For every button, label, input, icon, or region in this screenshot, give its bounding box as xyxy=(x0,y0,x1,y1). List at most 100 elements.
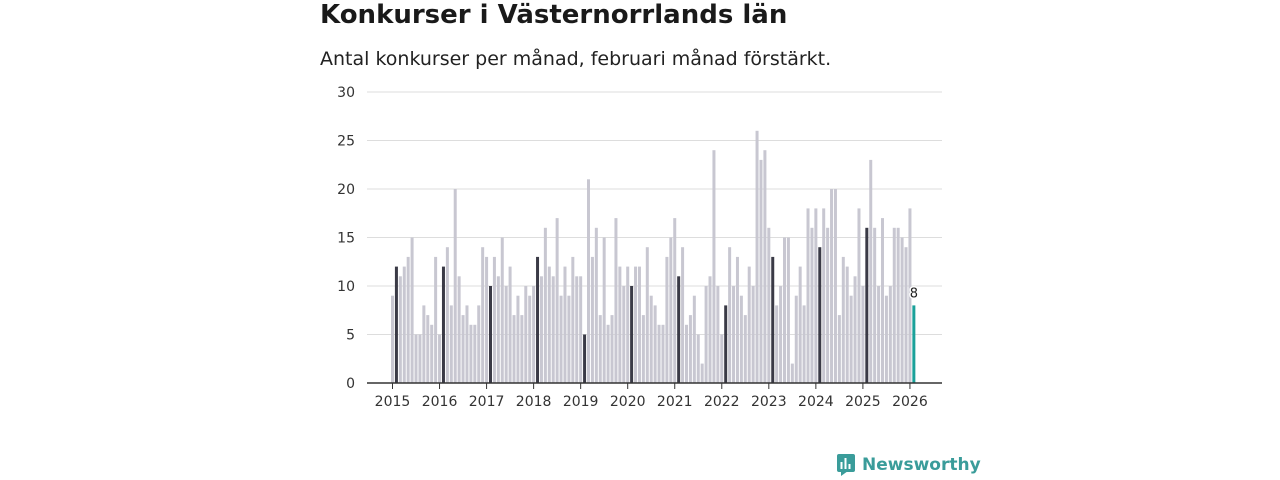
bar xyxy=(430,324,434,383)
bar-february xyxy=(441,266,445,383)
bar xyxy=(434,256,438,383)
newsworthy-brand[interactable]: Newsworthy xyxy=(836,453,981,477)
bar-february xyxy=(724,305,728,383)
x-tick-label: 2019 xyxy=(563,394,599,410)
bar xyxy=(845,266,849,383)
bar xyxy=(763,150,767,383)
bar xyxy=(794,295,798,383)
bar xyxy=(786,237,790,383)
bar xyxy=(755,130,759,383)
bar xyxy=(481,247,485,383)
bar xyxy=(716,286,720,383)
bar xyxy=(418,334,422,383)
bar xyxy=(422,305,426,383)
bar xyxy=(743,315,747,383)
bar xyxy=(669,237,673,383)
bar xyxy=(539,276,543,383)
bar xyxy=(516,295,520,383)
x-tick-label: 2022 xyxy=(704,394,740,410)
bar xyxy=(704,286,708,383)
bar xyxy=(641,315,645,383)
bar xyxy=(900,237,904,383)
bar xyxy=(543,227,547,383)
bar xyxy=(849,295,853,383)
bar xyxy=(438,334,442,383)
brand-label: Newsworthy xyxy=(862,455,981,475)
bar-february xyxy=(489,286,492,383)
bar xyxy=(445,247,449,383)
bar xyxy=(833,189,837,383)
bar xyxy=(626,266,630,383)
bar xyxy=(665,256,669,383)
bar xyxy=(877,286,881,383)
bar xyxy=(410,237,414,383)
x-tick-label: 2025 xyxy=(845,394,881,410)
x-tick-label: 2015 xyxy=(375,394,411,410)
bar xyxy=(857,208,861,383)
bar xyxy=(681,247,685,383)
chart-subtitle: Antal konkurser per månad, februari måna… xyxy=(320,48,832,70)
bar xyxy=(453,189,457,383)
bar xyxy=(532,286,536,383)
bar xyxy=(700,363,704,383)
bar xyxy=(661,324,665,383)
bar xyxy=(563,266,567,383)
bar xyxy=(806,208,810,383)
bar xyxy=(830,189,834,383)
bar xyxy=(449,305,453,383)
bar xyxy=(861,286,865,383)
bar xyxy=(696,334,700,383)
data-label-latest: 8 xyxy=(910,286,918,301)
bar xyxy=(802,305,806,383)
bar xyxy=(426,315,430,383)
bar xyxy=(559,295,563,383)
bar xyxy=(528,295,532,383)
bar xyxy=(692,295,696,383)
bar xyxy=(606,324,610,383)
bar xyxy=(685,324,688,383)
bar xyxy=(645,247,649,383)
x-tick-label: 2020 xyxy=(610,394,646,410)
bar xyxy=(814,208,818,383)
bar xyxy=(496,276,500,383)
bar xyxy=(892,227,896,383)
bar xyxy=(735,256,739,383)
bar xyxy=(575,276,579,383)
bar xyxy=(720,334,724,383)
bar xyxy=(551,276,555,383)
bar xyxy=(869,159,873,383)
bar xyxy=(908,208,912,383)
bar xyxy=(896,227,900,383)
x-tick-label: 2021 xyxy=(657,394,693,410)
bar xyxy=(504,286,508,383)
bar xyxy=(739,295,743,383)
bar xyxy=(841,256,845,383)
bar xyxy=(508,266,512,383)
bar-february xyxy=(818,247,822,383)
bar xyxy=(618,266,622,383)
bar xyxy=(398,276,402,383)
bar-february xyxy=(583,334,587,383)
bar xyxy=(590,256,594,383)
bar xyxy=(500,237,504,383)
bar xyxy=(712,150,716,383)
bar xyxy=(747,266,751,383)
bar xyxy=(657,324,661,383)
y-tick-label: 25 xyxy=(337,134,355,150)
bar xyxy=(853,276,857,383)
x-tick-label: 2023 xyxy=(751,394,787,410)
bar xyxy=(391,295,394,383)
x-tick-label: 2017 xyxy=(469,394,505,410)
bar xyxy=(622,286,626,383)
bar xyxy=(587,179,590,383)
bar xyxy=(524,286,528,383)
bar xyxy=(673,218,677,383)
bar xyxy=(826,227,830,383)
bar-february xyxy=(630,286,634,383)
bar xyxy=(461,315,465,383)
bar xyxy=(759,159,763,383)
bar xyxy=(457,276,461,383)
bar xyxy=(732,286,736,383)
bar xyxy=(465,305,469,383)
